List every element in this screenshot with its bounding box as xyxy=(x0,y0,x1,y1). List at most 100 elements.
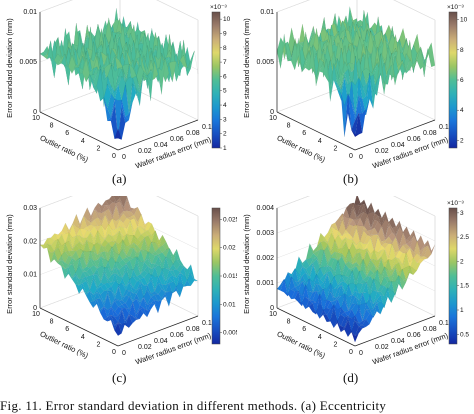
y-tick-label: 0.1 xyxy=(439,124,449,131)
panel-label-a: (a) xyxy=(112,171,127,186)
surface-patch xyxy=(154,253,163,264)
grid-line xyxy=(276,0,436,21)
surface-patch xyxy=(395,250,403,260)
surface-patch xyxy=(351,130,360,137)
surface-patch xyxy=(136,308,144,319)
surface-patch xyxy=(398,252,407,273)
surface-patch xyxy=(140,232,149,238)
surface-patch xyxy=(114,283,123,298)
surface-patch xyxy=(291,42,299,71)
surface-patch xyxy=(165,291,173,308)
surface-patch xyxy=(39,51,48,57)
x-tick-label: 4 xyxy=(318,138,322,145)
surface-patch xyxy=(384,236,393,244)
surface-patch xyxy=(367,217,375,231)
y-tick-label: 0 xyxy=(359,350,363,357)
surface-patch xyxy=(388,237,396,245)
surface-patch xyxy=(136,274,145,280)
colorbar-tick-label: 0.005 xyxy=(223,330,237,337)
surface-patch xyxy=(137,238,145,250)
surface-svg-b: 024681000.020.040.060.080.100.0050.01Out… xyxy=(242,0,468,170)
surface-patch xyxy=(384,281,392,290)
surface-patch xyxy=(137,234,145,242)
z-tick-label: 0.02 xyxy=(23,238,37,245)
colorbar-tick-label: 0.5 xyxy=(460,331,469,338)
surface-patch xyxy=(420,240,429,251)
surface-patch xyxy=(344,320,352,338)
surface-patch xyxy=(71,274,80,286)
surface-patch xyxy=(133,247,142,261)
y-tick-label: 0.1 xyxy=(439,320,449,327)
surface-plot-b: 0 2 4 6 8 10 0 0.02 0.04 0.06 0.08 0.1 0 0.005 0.01 Out… xyxy=(237,0,474,186)
surface-patch xyxy=(147,258,156,270)
colorbar-tick-label: 0.02 xyxy=(223,245,236,252)
colorbar-tick-label: 2 xyxy=(460,137,464,144)
surface-patch xyxy=(341,261,350,272)
surface-patch xyxy=(147,61,155,102)
surface-patch xyxy=(395,267,403,281)
surface-patch xyxy=(392,220,400,236)
z-tick-label: 0.003 xyxy=(256,230,274,237)
x-tick-label: 4 xyxy=(81,138,85,145)
surface-patch xyxy=(147,251,156,265)
surface-patch xyxy=(144,238,152,255)
colorbar-tick-label: 4 xyxy=(460,107,464,114)
surface-patch xyxy=(172,259,181,270)
surface-patch xyxy=(374,208,383,219)
surface-patch xyxy=(356,240,364,251)
x-tick-label: 10 xyxy=(32,115,40,122)
surface-patch xyxy=(327,224,336,233)
surface-patch xyxy=(176,281,184,298)
surface-patch xyxy=(133,263,141,277)
surface-patch xyxy=(369,289,378,305)
surface-patch xyxy=(392,227,400,238)
surface-patch xyxy=(161,288,170,294)
surface-patch xyxy=(140,281,148,298)
surface-patch xyxy=(103,314,112,322)
colorbar-exponent: ×10⁻³ xyxy=(210,4,227,11)
surface-patch xyxy=(71,64,80,74)
surface-patch xyxy=(154,299,162,314)
x-tick-label: 6 xyxy=(65,130,69,137)
surface-patch xyxy=(151,251,160,256)
colorbar-tick-label: 10 xyxy=(460,17,468,24)
z-tick-label: 0 xyxy=(33,109,37,116)
surface-patch xyxy=(183,55,191,77)
z-axis-label: Error standard deviation (mm) xyxy=(5,18,14,118)
surface-patch xyxy=(126,216,135,221)
surface-patch xyxy=(391,243,400,258)
surface-patch xyxy=(384,266,392,278)
surface-patch xyxy=(129,282,137,294)
surface-patch xyxy=(363,238,371,251)
surface-patch xyxy=(413,253,421,263)
surface-patch xyxy=(363,202,372,219)
surface-mesh xyxy=(276,196,436,343)
surface-patch xyxy=(409,40,418,73)
surface-patch xyxy=(323,271,331,283)
x-axis-line xyxy=(276,111,356,151)
y-tick-label: 0.04 xyxy=(391,338,405,345)
surface-patch xyxy=(161,57,170,83)
surface-patch xyxy=(129,256,138,271)
x-tick-label: 0 xyxy=(112,153,116,160)
grid-line xyxy=(39,0,199,21)
colorbar-tick-label: 1 xyxy=(460,307,464,314)
surface-patch xyxy=(377,236,386,246)
surface-patch xyxy=(146,296,155,306)
x-tick-label: 0 xyxy=(349,349,353,356)
surface-patch xyxy=(75,67,83,90)
surface-patch xyxy=(369,72,377,109)
z-tick-label: 0.01 xyxy=(260,9,274,16)
surface-patch xyxy=(129,276,137,289)
surface-patch xyxy=(297,296,306,307)
y-tick-label: 0.02 xyxy=(375,344,389,351)
y-tick-label: 0.08 xyxy=(423,326,437,333)
surface-patch xyxy=(111,298,119,305)
surface-patch xyxy=(413,59,421,70)
surface-patch xyxy=(110,98,119,139)
surface-patch xyxy=(143,307,152,318)
surface-patch xyxy=(355,95,363,121)
surface-patch xyxy=(161,292,170,307)
surface-patch xyxy=(126,198,135,212)
surface-patch xyxy=(366,278,374,300)
